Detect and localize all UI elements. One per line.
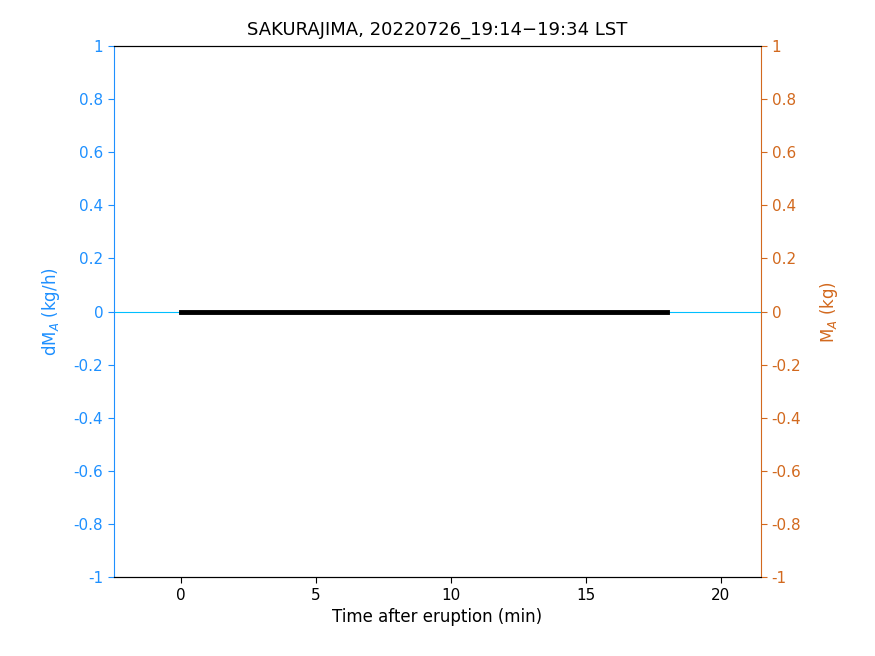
X-axis label: Time after eruption (min): Time after eruption (min)	[332, 608, 542, 626]
Y-axis label: M$_A$ (kg): M$_A$ (kg)	[818, 281, 840, 342]
Title: SAKURAJIMA, 20220726_19:14−19:34 LST: SAKURAJIMA, 20220726_19:14−19:34 LST	[248, 21, 627, 39]
Y-axis label: dM$_A$ (kg/h): dM$_A$ (kg/h)	[40, 267, 62, 356]
